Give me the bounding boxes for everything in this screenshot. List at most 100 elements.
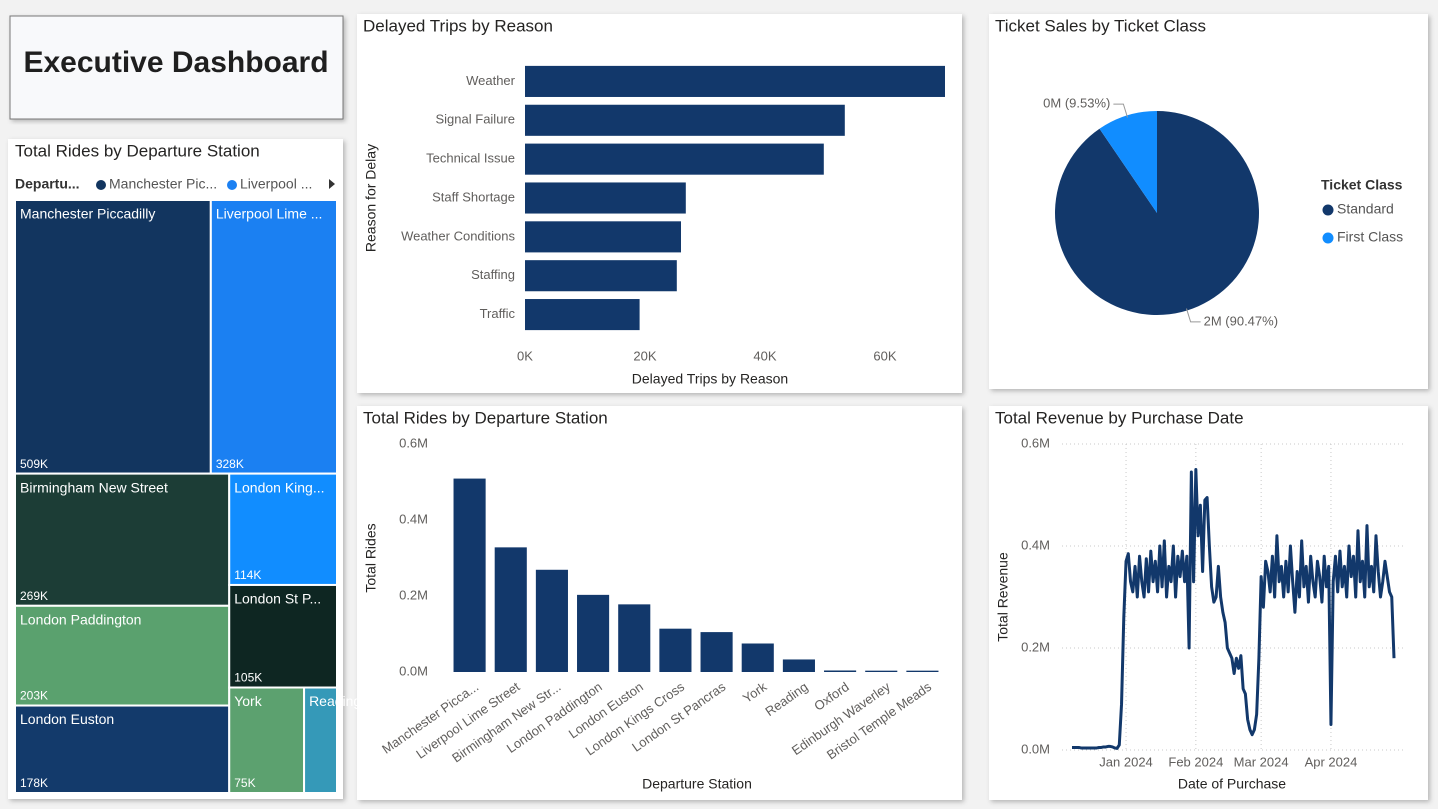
x-tick-label: Apr 2024 [1305,754,1358,769]
x-tick-label: 20K [633,348,656,363]
data-label: 2M (90.47%) [1204,313,1278,328]
x-axis-title: Delayed Trips by Reason [632,371,788,387]
treemap-tile [14,199,212,475]
pie-slice [1055,111,1260,315]
y-axis-title: Total Revenue [995,552,1011,642]
legend-swatch [1322,232,1334,244]
title-card [9,15,344,120]
bar [865,670,898,672]
y-tick-label: Traffic [480,306,516,321]
legend-swatch [227,180,237,190]
tile-value: 203K [20,689,48,703]
bar [741,643,774,672]
bar [659,628,692,672]
tile-value: 114K [234,568,261,582]
y-tick-label: 0.2M [1021,639,1050,654]
bar [535,569,568,672]
tile-label: York [234,693,263,709]
bar [525,299,640,331]
treemap-tile [209,199,338,475]
y-tick-label: Technical Issue [426,151,515,166]
y-tick-label: 0.6M [399,435,428,450]
tile-label: London King... [234,479,324,495]
tile-value: 178K [20,776,48,790]
bar [525,182,686,214]
treemap-tile [228,583,338,689]
tile-label: London Paddington [20,611,141,627]
y-axis-title: Total Rides [363,523,379,592]
bar [525,65,945,97]
chart-title: Delayed Trips by Reason [363,16,553,35]
bar [525,260,677,292]
tile-label: Liverpool Lime ... [216,206,323,222]
y-tick-label: Staffing [471,267,515,282]
chart-title: Ticket Sales by Ticket Class [995,16,1206,35]
y-tick-label: 0.4M [1021,537,1050,552]
tile-value: 509K [20,457,48,471]
legend-swatch [1322,204,1334,216]
bar [525,221,681,253]
bar [525,104,845,136]
treemap-tile [14,604,231,707]
dashboard-title: Executive Dashboard [23,46,328,79]
treemap-tile [303,686,338,795]
y-axis-title: Reason for Delay [363,144,379,252]
y-tick-label: 0.0M [1021,741,1050,756]
bar [577,594,610,672]
y-tick-label: 0.2M [399,587,428,602]
tile-value: 105K [234,671,262,685]
tile-label: Birmingham New Street [20,479,168,495]
x-tick-label: Feb 2024 [1168,754,1223,769]
tile-value: 328K [216,457,244,471]
card [989,406,1428,800]
x-tick-label: 40K [753,348,776,363]
legend-swatch [96,180,106,190]
bar [700,632,733,672]
legend-arrow [329,179,335,189]
y-tick-label: Signal Failure [436,112,516,127]
chart-title: Total Rides by Departure Station [15,141,260,160]
bar [906,670,939,672]
pie-slice [1099,111,1157,213]
chart-title: Total Rides by Departure Station [363,408,608,427]
tile-label: Reading [309,693,361,709]
y-tick-label: 0.4M [399,511,428,526]
y-tick-label: Weather Conditions [401,228,515,243]
legend-label: Manchester Pic... [109,176,217,192]
y-tick-label: Weather [466,73,516,88]
x-tick-label: Mar 2024 [1234,754,1289,769]
x-tick-label: Jan 2024 [1099,754,1153,769]
treemap-tile [228,472,338,586]
tile-label: London Euston [20,711,114,727]
tile-label: Manchester Piccadilly [20,206,155,222]
tile-value: 75K [234,776,255,790]
chart-title: Total Revenue by Purchase Date [995,408,1244,427]
tile-label: London St P... [234,591,321,607]
x-axis-title: Departure Station [642,776,752,792]
legend-title: Departu... [15,176,80,192]
bar [618,604,651,672]
x-tick-label: 60K [873,348,896,363]
leader-line [1113,103,1128,118]
leader-line [1186,308,1201,323]
bar [494,547,527,672]
data-label: 0M (9.53%) [1043,96,1110,111]
y-tick-label: 0.0M [399,663,428,678]
line [1072,468,1396,750]
legend-label: Standard [1337,201,1394,217]
bar [824,670,857,672]
legend-label: First Class [1337,229,1403,245]
x-tick-label: 0K [517,348,533,363]
y-tick-label: 0.6M [1021,435,1050,450]
bar [782,659,815,672]
x-axis-title: Date of Purchase [1178,776,1286,792]
treemap-tile [14,472,231,607]
legend-label: Liverpool ... [240,176,312,192]
y-tick-label: Staff Shortage [432,189,515,204]
bar [453,478,486,672]
treemap-tile [14,704,231,794]
tile-value: 269K [20,589,48,603]
bar [525,143,824,175]
legend-title: Ticket Class [1321,177,1403,193]
